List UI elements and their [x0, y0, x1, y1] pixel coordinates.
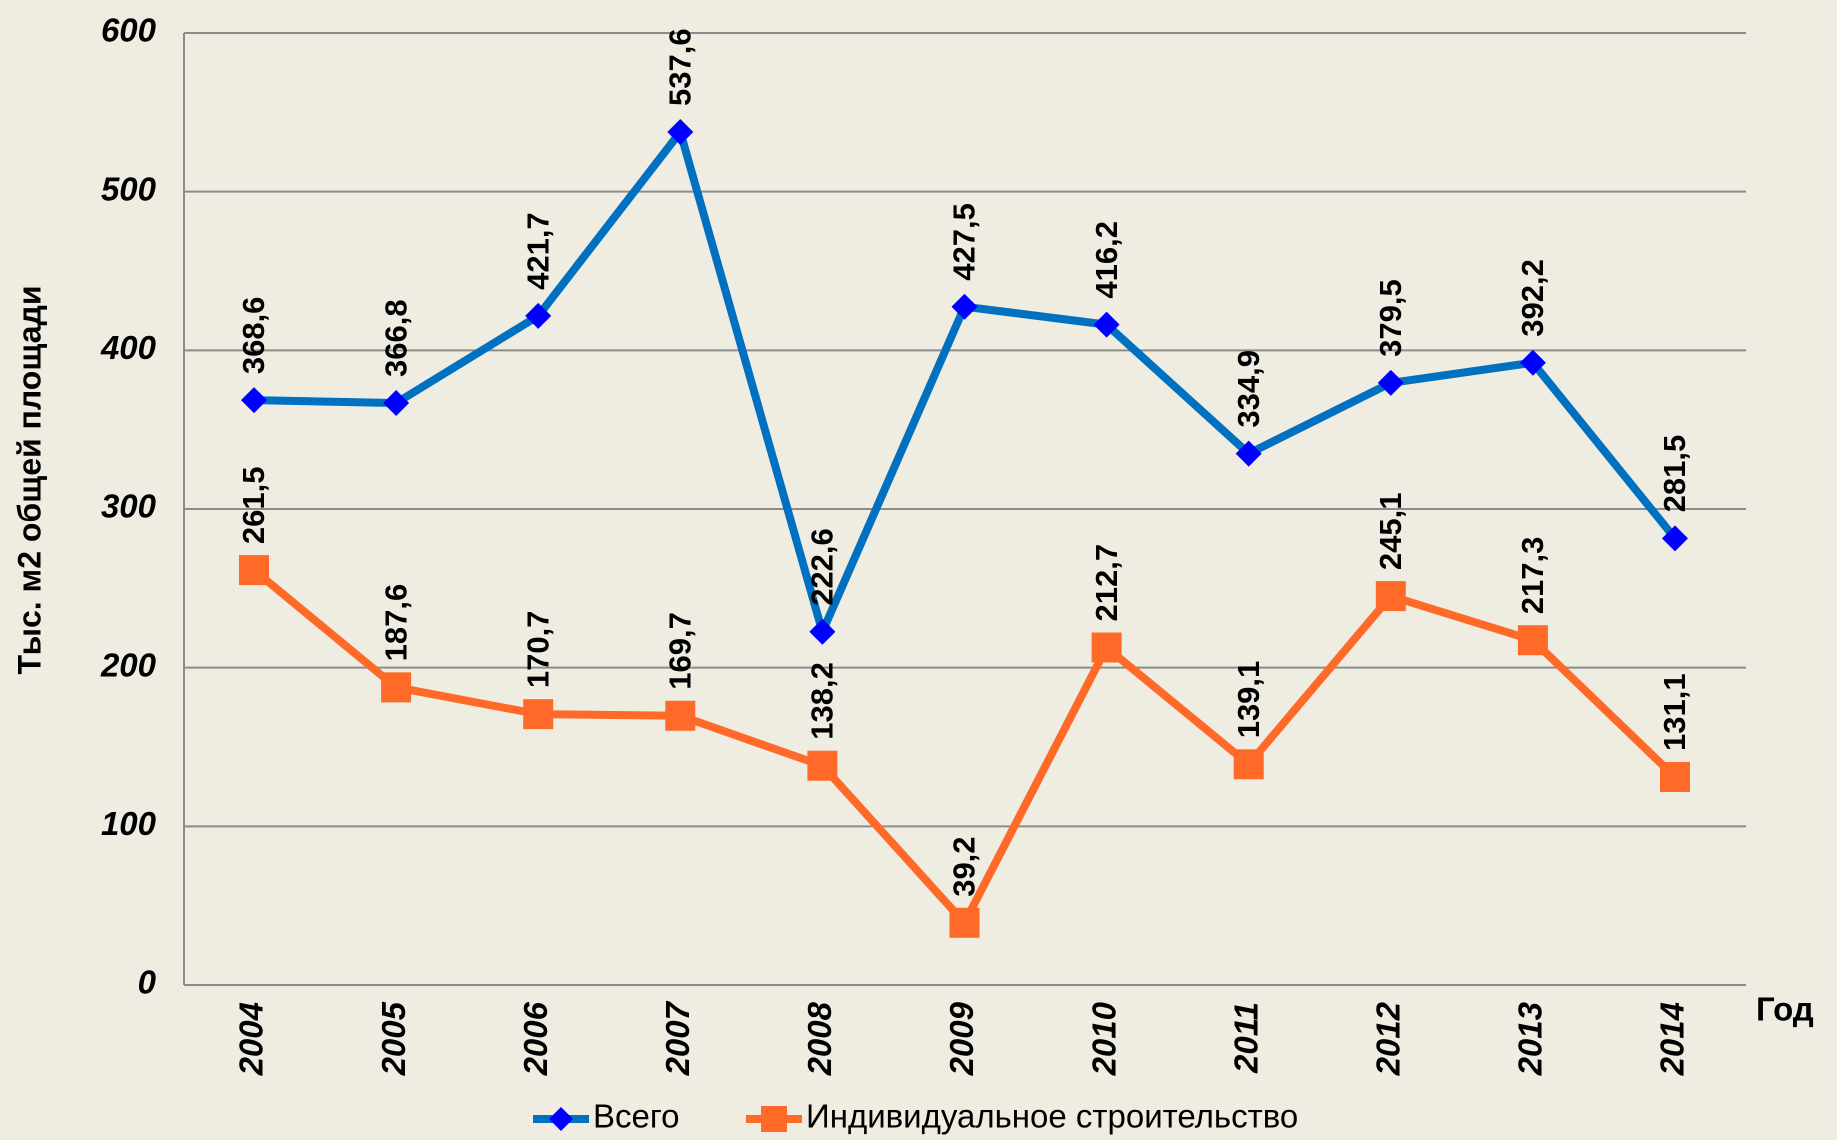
marker	[381, 672, 412, 703]
y-tick-label: 300	[101, 488, 157, 525]
data-label: 368,6	[236, 297, 271, 375]
marker	[383, 390, 410, 417]
x-tick-label: 2007	[659, 1000, 696, 1076]
data-label: 170,7	[520, 611, 555, 689]
y-tick-label: 600	[101, 12, 157, 49]
marker	[949, 907, 980, 938]
data-label: 421,7	[520, 212, 555, 290]
y-tick-label: 100	[101, 805, 157, 842]
data-label: 222,6	[805, 528, 840, 606]
y-tick-label: 400	[100, 329, 157, 366]
data-label: 131,1	[1657, 673, 1692, 751]
y-tick-label: 500	[101, 170, 157, 207]
marker	[1091, 632, 1122, 663]
x-tick-label: 2009	[943, 1001, 980, 1076]
data-label: 139,1	[1231, 661, 1266, 739]
data-label: 537,6	[662, 28, 697, 106]
marker	[1233, 749, 1264, 780]
legend-marker	[549, 1107, 573, 1131]
marker	[667, 119, 694, 146]
marker	[1517, 625, 1548, 656]
data-label: 245,1	[1373, 493, 1408, 571]
data-label: 334,9	[1231, 350, 1266, 428]
marker	[1235, 440, 1262, 467]
data-label: 281,5	[1657, 435, 1692, 513]
data-label: 261,5	[236, 467, 271, 545]
data-label: 366,8	[378, 299, 413, 377]
x-tick-label: 2011	[1227, 1002, 1264, 1074]
data-label: 39,2	[947, 836, 982, 896]
x-tick-label: 2012	[1370, 1001, 1407, 1076]
data-label: 416,2	[1089, 221, 1124, 299]
marker	[951, 293, 978, 320]
x-tick-label: 2013	[1512, 1002, 1549, 1076]
marker	[1093, 311, 1120, 338]
marker	[1375, 581, 1406, 612]
marker	[1519, 349, 1546, 376]
y-tick-label: 0	[138, 964, 157, 1001]
x-tick-label: 2004	[233, 1002, 270, 1076]
data-label: 169,7	[662, 612, 697, 690]
marker	[241, 387, 267, 414]
data-label: 392,2	[1515, 259, 1550, 337]
data-label: 212,7	[1089, 544, 1124, 622]
y-axis-title: Тыс. м2 общей площади	[11, 285, 47, 674]
x-tick-label: 2006	[517, 1001, 554, 1076]
x-axis-title: Год	[1756, 991, 1814, 1028]
legend-label: Всего	[593, 1098, 680, 1135]
data-label: 138,2	[805, 662, 840, 740]
data-label: 427,5	[947, 203, 982, 281]
data-label: 217,3	[1515, 537, 1550, 615]
marker	[239, 555, 269, 586]
legend-marker	[761, 1106, 787, 1132]
marker	[809, 618, 836, 645]
marker	[665, 700, 696, 731]
y-tick-label: 200	[100, 646, 157, 683]
marker	[525, 302, 552, 329]
x-tick-label: 2008	[801, 1001, 838, 1076]
data-label: 379,5	[1373, 279, 1408, 357]
marker	[1662, 525, 1688, 552]
marker	[523, 699, 554, 730]
marker	[1377, 369, 1404, 396]
x-tick-label: 2010	[1085, 1001, 1122, 1076]
data-label: 187,6	[378, 584, 413, 662]
marker	[807, 750, 838, 781]
marker	[1660, 761, 1690, 792]
x-tick-label: 2014	[1654, 1002, 1691, 1076]
legend-label: Индивидуальное строительство	[806, 1098, 1298, 1135]
x-tick-label: 2005	[375, 1001, 412, 1076]
